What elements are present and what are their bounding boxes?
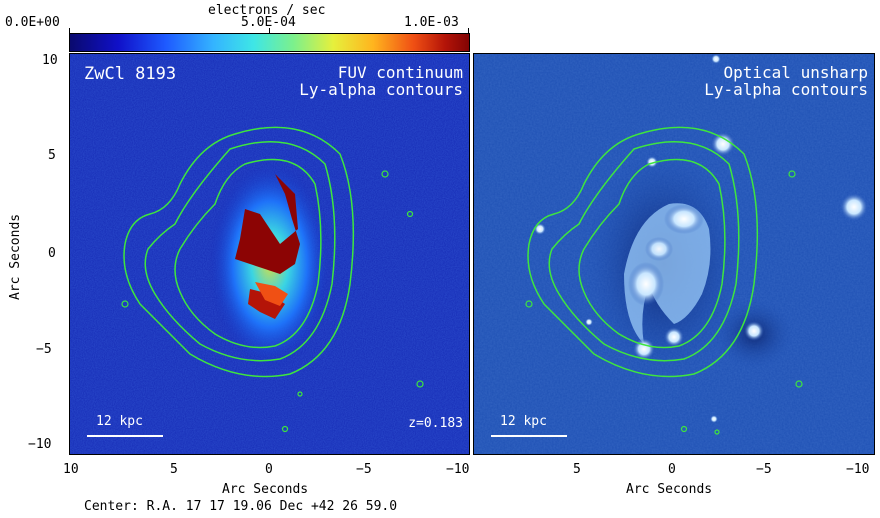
scale-bar-label: 12 kpc [500,414,547,429]
x-tick-label: 0 [265,462,273,477]
y-tick-label: 0 [48,246,56,261]
right-panel-title-line2: Ly-alpha contours [704,80,868,99]
optical-image-panel: Optical unsharp Ly-alpha contours 12 kpc [473,53,875,455]
left-panel-title-line2: Ly-alpha contours [299,80,463,99]
colorbar-title: electrons / sec [208,3,326,18]
colorbar [69,33,470,52]
x-axis-title-right: Arc Seconds [626,482,713,497]
center-coordinates: Center: R.A. 17 17 19.06 Dec +42 26 59.0 [84,499,398,514]
x-tick-label: 10 [63,462,79,477]
y-axis-title: Arc Seconds [8,213,23,300]
x-axis-title-left: Arc Seconds [222,482,309,497]
redshift-label: z=0.183 [408,416,463,431]
right-panel-title: Optical unsharp Ly-alpha contours [704,64,868,98]
x-tick-label: −10 [446,462,470,477]
scale-bar [87,435,163,437]
y-tick-label: −10 [28,437,52,452]
colorbar-tick [69,28,70,33]
scale-bar-label: 12 kpc [96,414,143,429]
y-tick-label: 10 [42,53,58,68]
colorbar-min-label: 0.0E+00 [5,15,60,30]
x-tick-label: 5 [573,462,581,477]
x-tick-label: 5 [170,462,178,477]
y-tick-label: 5 [48,148,56,163]
y-tick-label: −5 [36,342,52,357]
left-panel-title: FUV continuum Ly-alpha contours [299,64,463,98]
object-name: ZwCl 8193 [84,64,177,84]
colorbar-tick [468,28,469,33]
x-tick-label: −10 [846,462,870,477]
fuv-image [70,54,469,454]
x-tick-label: −5 [756,462,772,477]
colorbar-mid-label: 5.0E-04 [241,15,296,30]
right-panel-title-line1: Optical unsharp [723,63,869,82]
colorbar-tick [269,28,270,33]
left-panel-title-line1: FUV continuum [337,63,463,82]
x-tick-label: 0 [668,462,676,477]
colorbar-max-label: 1.0E-03 [404,15,459,30]
fuv-image-panel: ZwCl 8193 FUV continuum Ly-alpha contour… [69,53,470,455]
x-tick-label: −5 [356,462,372,477]
scale-bar [491,435,567,437]
optical-image [474,54,874,454]
